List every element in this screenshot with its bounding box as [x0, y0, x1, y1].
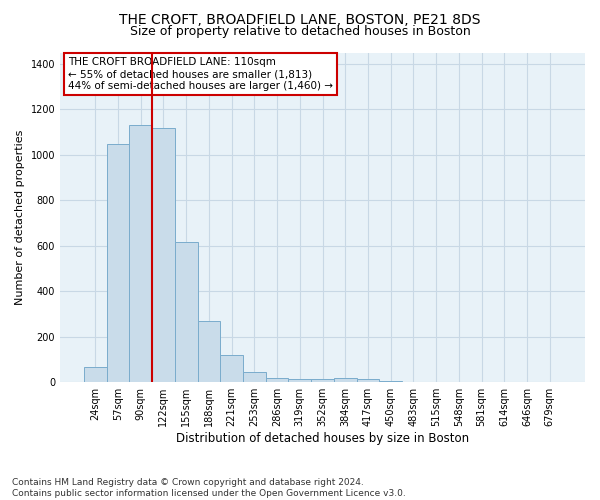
- Bar: [84, 368, 107, 382]
- Bar: [311, 379, 334, 382]
- Bar: [152, 128, 175, 382]
- Bar: [243, 372, 266, 382]
- Bar: [266, 378, 289, 382]
- X-axis label: Distribution of detached houses by size in Boston: Distribution of detached houses by size …: [176, 432, 469, 445]
- Text: Size of property relative to detached houses in Boston: Size of property relative to detached ho…: [130, 25, 470, 38]
- Bar: [356, 379, 379, 382]
- Bar: [220, 355, 243, 382]
- Bar: [334, 378, 356, 382]
- Bar: [197, 321, 220, 382]
- Text: Contains HM Land Registry data © Crown copyright and database right 2024.
Contai: Contains HM Land Registry data © Crown c…: [12, 478, 406, 498]
- Bar: [107, 144, 130, 382]
- Bar: [379, 381, 402, 382]
- Text: THE CROFT, BROADFIELD LANE, BOSTON, PE21 8DS: THE CROFT, BROADFIELD LANE, BOSTON, PE21…: [119, 12, 481, 26]
- Bar: [130, 126, 152, 382]
- Bar: [175, 242, 197, 382]
- Bar: [289, 379, 311, 382]
- Text: THE CROFT BROADFIELD LANE: 110sqm
← 55% of detached houses are smaller (1,813)
4: THE CROFT BROADFIELD LANE: 110sqm ← 55% …: [68, 58, 333, 90]
- Y-axis label: Number of detached properties: Number of detached properties: [15, 130, 25, 305]
